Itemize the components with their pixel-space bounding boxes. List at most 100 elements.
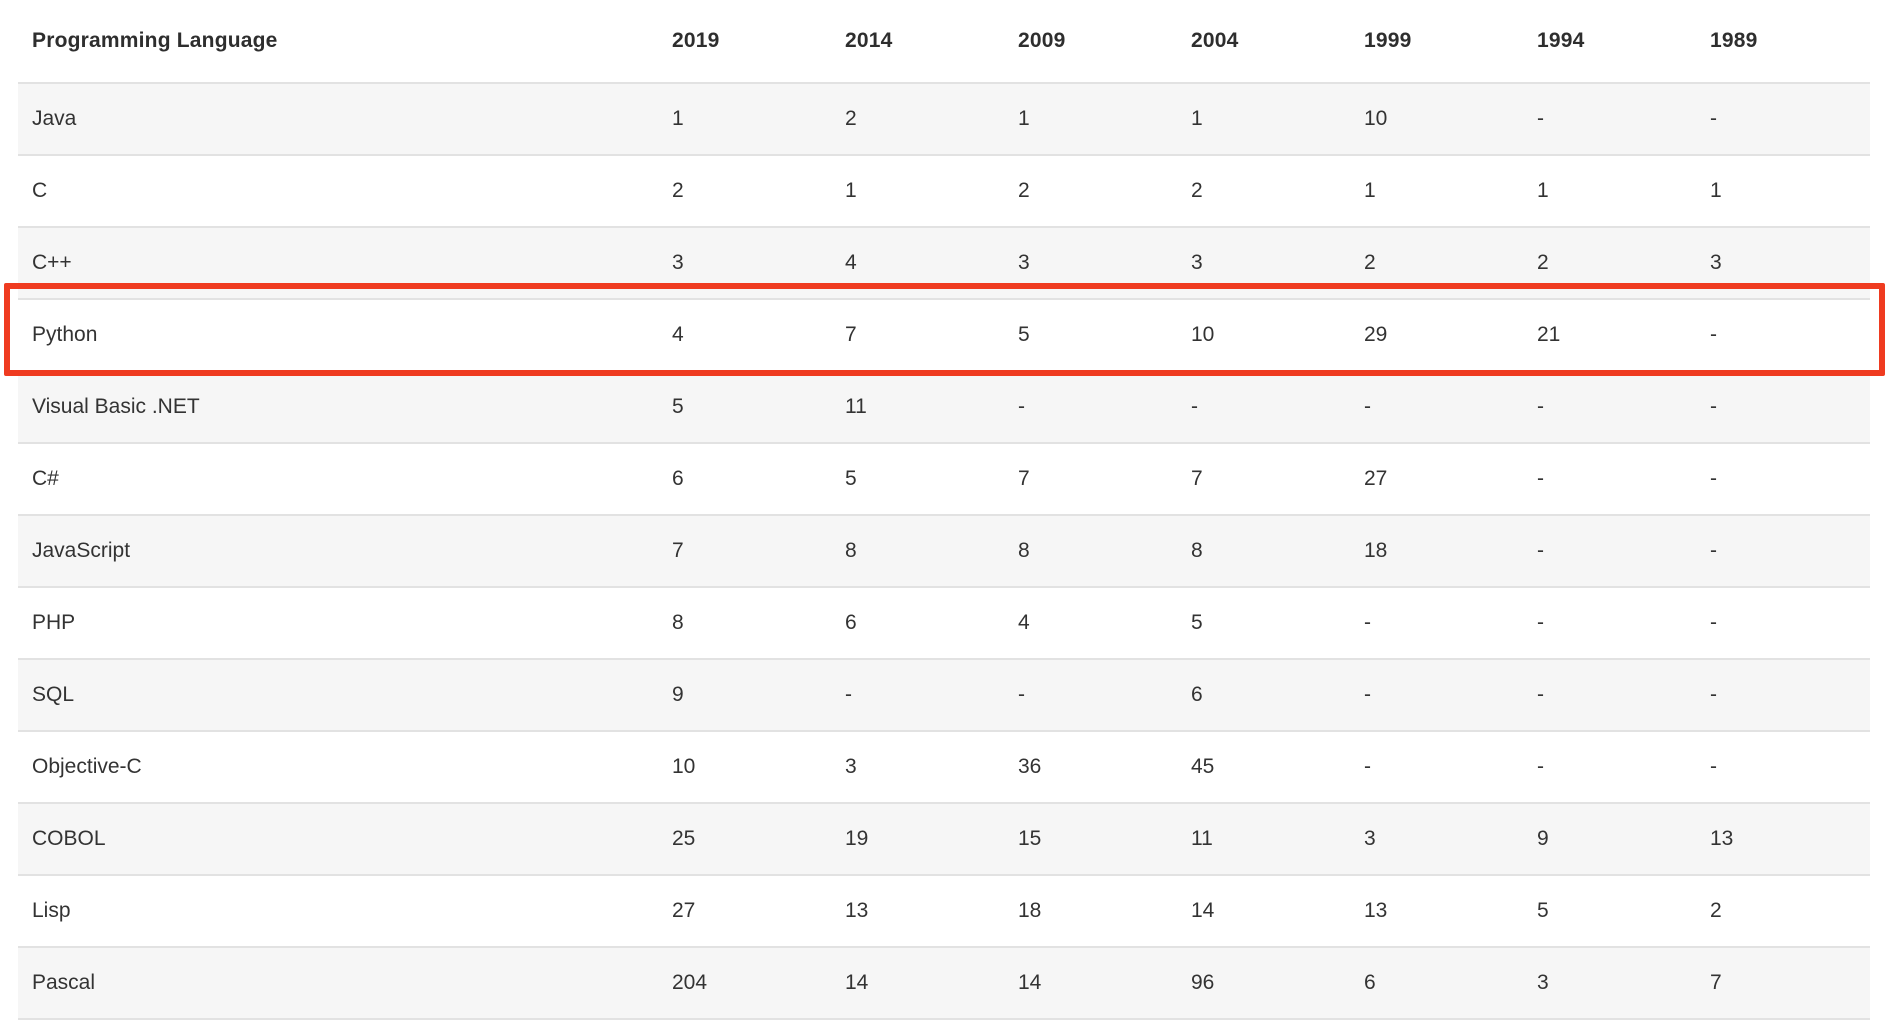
rank-cell: - [1710,467,1717,490]
header-year-2014: 2014 [845,29,893,52]
rank-cell: - [1537,755,1544,778]
rank-cell: 36 [1018,755,1042,778]
rank-cell: 27 [1364,467,1388,490]
language-cell: Pascal [32,971,96,994]
rank-cell: 204 [672,971,708,994]
language-cell: JavaScript [32,539,131,562]
header-year-1994: 1994 [1537,29,1585,52]
rank-cell: 9 [1537,827,1549,850]
rank-cell: 3 [845,755,857,778]
language-cell: SQL [32,683,75,706]
language-cell: Java [32,107,77,130]
language-cell: Visual Basic .NET [32,395,200,418]
rank-cell: 18 [1364,539,1388,562]
header-year-2009: 2009 [1018,29,1066,52]
table-row-pascal: Pascal 204 14 14 96 6 3 7 [18,946,1870,1018]
rank-cell: 5 [672,395,684,418]
header-year-2019: 2019 [672,29,720,52]
language-cell: Lisp [32,899,71,922]
rank-cell: 9 [672,683,684,706]
rank-cell: 19 [845,827,869,850]
rank-cell: - [1018,683,1025,706]
header-year-1989: 1989 [1710,29,1758,52]
rank-cell: 7 [1191,467,1203,490]
header-year-1999: 1999 [1364,29,1412,52]
rank-cell: 2 [1537,251,1549,274]
rank-cell: 2 [672,179,684,202]
rank-cell: 13 [845,899,869,922]
rank-cell: 27 [672,899,696,922]
rank-cell: 6 [1191,683,1203,706]
language-cell: C++ [32,251,72,274]
rank-cell: 18 [1018,899,1042,922]
rank-cell: 3 [672,251,684,274]
rank-cell: 7 [1710,971,1722,994]
rank-cell: - [1537,467,1544,490]
rank-cell: 14 [1018,971,1042,994]
rank-cell: - [1710,107,1717,130]
rank-cell: - [1710,683,1717,706]
rank-cell: - [1710,755,1717,778]
rank-cell: 6 [672,467,684,490]
rank-cell: 21 [1537,323,1561,346]
rank-cell: - [1537,611,1544,634]
rank-cell: 2 [845,107,857,130]
rank-cell: - [1191,395,1198,418]
rank-cell: 1 [845,179,857,202]
rank-cell: 5 [1537,899,1549,922]
rank-cell: 14 [845,971,869,994]
language-rankings-table: Programming Language 2019 2014 2009 2004 1999… [4,0,1885,1020]
rank-cell: 7 [1018,467,1030,490]
rank-cell: - [1710,539,1717,562]
rank-cell: 25 [672,827,696,850]
rank-cell: 4 [672,323,684,346]
rank-cell: 1 [1710,179,1722,202]
rank-cell: 5 [1018,323,1030,346]
rank-cell: 1 [1537,179,1549,202]
rank-cell: 1 [1191,107,1203,130]
rank-cell: 45 [1191,755,1215,778]
rank-cell: 3 [1710,251,1722,274]
rank-cell: 11 [845,395,867,418]
language-cell: C# [32,467,59,490]
language-cell: Python [32,323,98,346]
rank-cell: 4 [845,251,857,274]
rank-cell: - [1018,395,1025,418]
rank-cell: 8 [1018,539,1030,562]
rank-cell: 2 [1191,179,1203,202]
rank-cell: 10 [1364,107,1388,130]
table-row-c: C++ 3 4 3 3 2 2 3 [18,226,1870,298]
rank-cell: 4 [1018,611,1030,634]
rank-cell: - [1364,395,1371,418]
rank-cell: - [1364,683,1371,706]
rank-cell: 6 [845,611,857,634]
rank-cell: 3 [1364,827,1376,850]
rank-cell: 7 [845,323,857,346]
table-row-java: Java 1 2 1 1 10 - - [18,82,1870,154]
table-row-c: C# 6 5 7 7 27 - - [18,442,1870,514]
rank-cell: 8 [845,539,857,562]
table-row-visual-basic-net: Visual Basic .NET 5 11 - - - - - [18,370,1870,442]
rank-cell: 1 [1364,179,1376,202]
rank-cell: 11 [1191,827,1213,850]
rank-cell: 1 [1018,107,1030,130]
table-row-php: PHP 8 6 4 5 - - - [18,586,1870,658]
rank-cell: - [1537,395,1544,418]
rank-cell: - [1537,107,1544,130]
table-row-python: Python 4 7 5 10 29 21 - [18,298,1870,370]
table-row-lisp: Lisp 27 13 18 14 13 5 2 [18,874,1870,946]
rank-cell: - [1710,323,1717,346]
rank-cell: - [845,683,852,706]
rank-cell: 8 [672,611,684,634]
rank-cell: 6 [1364,971,1376,994]
rank-cell: - [1364,611,1371,634]
rank-cell: 14 [1191,899,1215,922]
table-row-javascript: JavaScript 7 8 8 8 18 - - [18,514,1870,586]
rank-cell: 29 [1364,323,1388,346]
rank-cell: 10 [1191,323,1215,346]
language-cell: Objective-C [32,755,142,778]
rank-cell: 3 [1018,251,1030,274]
language-cell: COBOL [32,827,106,850]
rank-cell: 3 [1191,251,1203,274]
header-year-2004: 2004 [1191,29,1239,52]
